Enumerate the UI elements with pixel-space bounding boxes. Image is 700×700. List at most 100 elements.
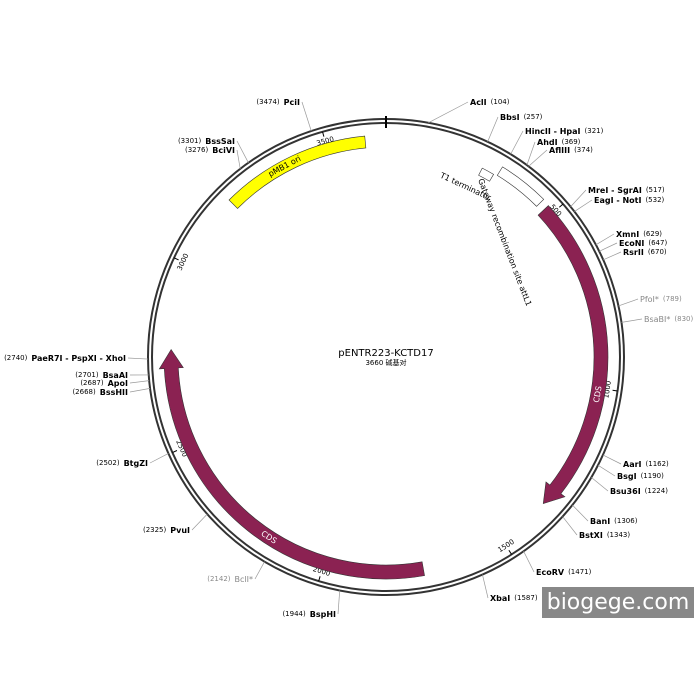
site-position: (1190): [641, 472, 665, 480]
site-label: (2668) BssHII: [72, 388, 128, 397]
site-label: MreI - SgrAI (517): [588, 186, 665, 195]
site-name: AhdI: [537, 138, 558, 147]
site-leader: [301, 101, 312, 132]
site-name: PfoI*: [640, 295, 659, 304]
site-label: (2740) PaeR7I - PspXI - XhoI: [4, 354, 126, 363]
site-leader: [526, 141, 536, 166]
site-position: (374): [574, 146, 593, 154]
site-name: BsgI: [617, 472, 637, 481]
site-name: BclI*: [235, 575, 253, 584]
site-position: (1162): [646, 460, 670, 468]
feature: [496, 166, 545, 207]
site-label: EagI - NotI (532): [594, 196, 665, 205]
site-name: BstXI: [579, 531, 603, 540]
site-leader: [191, 513, 208, 531]
ruler-tick: [612, 389, 618, 392]
site-leader: [337, 590, 341, 615]
site-name: BtgZI: [124, 459, 148, 468]
site-position: (2325): [143, 526, 167, 534]
site-label: EcoRV (1471): [536, 568, 592, 577]
site-name: XmnI: [616, 230, 639, 239]
site-position: (2740): [4, 354, 28, 362]
site-name: AarI: [623, 460, 642, 469]
site-position: (517): [646, 186, 665, 194]
site-label: XmnI (629): [616, 230, 662, 239]
site-leader: [597, 464, 616, 477]
site-position: (1944): [282, 610, 306, 618]
feature: [158, 348, 425, 580]
site-leader: [149, 453, 169, 464]
feature-label: CDS: [592, 385, 604, 403]
site-name: EcoRV: [536, 568, 565, 577]
ruler-tick: [172, 450, 178, 453]
site-leader: [129, 388, 151, 393]
site-position: (1224): [645, 487, 669, 495]
ruler-label: 1000: [602, 380, 613, 399]
site-label: (2687) ApoI: [80, 379, 128, 388]
site-label: (2142) BclI*: [207, 575, 253, 584]
feature: [537, 205, 609, 505]
ruler-label: 1500: [497, 538, 516, 554]
site-label: AhdI (369): [537, 138, 581, 147]
site-label: AclI (104): [470, 98, 510, 107]
ruler-tick: [322, 131, 325, 137]
site-name: BsaAI: [103, 371, 128, 380]
site-name: RsrII: [623, 248, 644, 257]
site-leader: [129, 380, 150, 384]
site-leader: [591, 477, 609, 492]
site-position: (2668): [72, 388, 96, 396]
site-leader: [562, 516, 578, 536]
site-name: BssSaI: [205, 137, 235, 146]
site-name: PaeR7I - PspXI - XhoI: [31, 354, 126, 363]
site-leader: [236, 140, 249, 163]
site-leader: [528, 149, 548, 167]
site-leader: [572, 504, 589, 522]
site-name: XbaI: [490, 594, 510, 603]
site-label: BstXI (1343): [579, 531, 630, 540]
site-label: AflIII (374): [549, 146, 593, 155]
site-position: (629): [643, 230, 662, 238]
site-label: BbsI (257): [500, 113, 543, 122]
site-name: BsaBI*: [644, 315, 670, 324]
site-label: (2701) BsaAI: [75, 371, 128, 380]
site-position: (2687): [80, 379, 104, 387]
site-position: (321): [585, 127, 604, 135]
site-position: (670): [648, 248, 667, 256]
site-leader: [599, 242, 618, 252]
site-name: PvuI: [170, 526, 190, 535]
site-name: ApoI: [108, 379, 128, 388]
site-label: (3276) BciVI: [185, 146, 235, 155]
site-position: (369): [562, 138, 581, 146]
site-position: (257): [524, 113, 543, 121]
site-label: (3301) BssSaI: [178, 137, 235, 146]
site-position: (1587): [514, 594, 538, 602]
ruler-label: 3000: [176, 252, 191, 272]
site-label: AarI (1162): [623, 460, 669, 469]
site-leader: [428, 101, 469, 124]
ruler-tick: [318, 576, 321, 582]
site-position: (1471): [568, 568, 592, 576]
site-leader: [523, 551, 535, 573]
site-leader: [570, 189, 587, 207]
site-name: AclI: [470, 98, 487, 107]
site-name: AflIII: [549, 146, 570, 155]
site-leader: [602, 454, 622, 465]
site-label: (2325) PvuI: [143, 526, 190, 535]
site-label: XbaI (1587): [490, 594, 538, 603]
feature: [478, 167, 495, 182]
site-position: (104): [491, 98, 510, 106]
site-name: MreI - SgrAI: [588, 186, 642, 195]
site-name: BanI: [590, 517, 610, 526]
site-position: (2502): [96, 459, 120, 467]
site-name: HincII - HpaI: [525, 127, 581, 136]
site-position: (1306): [614, 517, 638, 525]
plasmid-length: 3660 碱基对: [365, 358, 406, 367]
plasmid-name: pENTR223-KCTD17: [338, 348, 433, 359]
site-leader: [254, 561, 265, 580]
site-name: BciVI: [212, 146, 235, 155]
watermark: biogege.com: [547, 590, 690, 615]
site-label: BsaBI* (830): [644, 315, 693, 324]
site-leader: [127, 357, 149, 360]
site-name: BbsI: [500, 113, 520, 122]
